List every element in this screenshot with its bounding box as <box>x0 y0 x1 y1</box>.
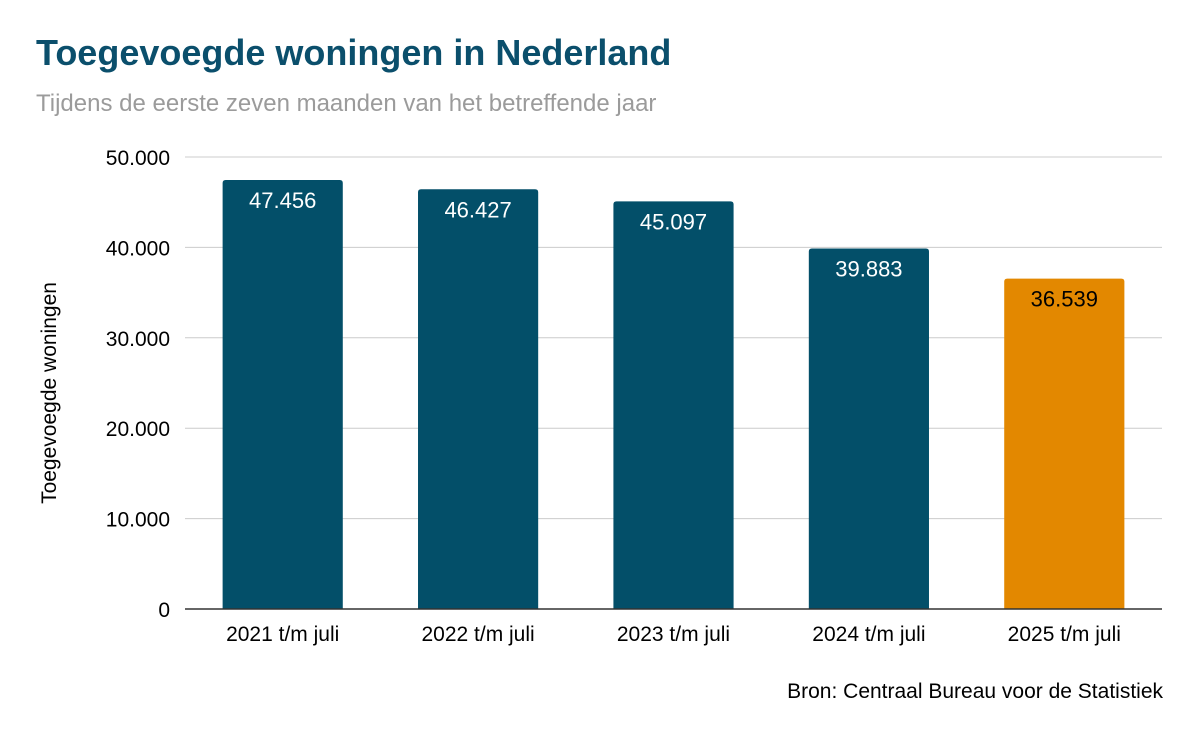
x-tick-label: 2023 t/m juli <box>617 623 730 646</box>
y-tick-label: 10.000 <box>106 509 170 532</box>
y-tick-label: 20.000 <box>106 418 170 441</box>
value-labels: 47.456 46.427 45.097 39.883 36.539 <box>249 188 1098 312</box>
bar-value-label: 39.883 <box>835 256 902 281</box>
chart-subtitle: Tijdens de eerste zeven maanden van het … <box>36 90 657 117</box>
bar <box>613 201 734 609</box>
y-axis-ticks: 0 10.000 20.000 30.000 40.000 50.000 <box>106 147 170 622</box>
bar-value-label: 45.097 <box>640 209 707 234</box>
source-note: Bron: Centraal Bureau voor de Statistiek <box>787 680 1163 703</box>
bar-value-label: 36.539 <box>1031 287 1098 312</box>
x-tick-label: 2021 t/m juli <box>226 623 339 646</box>
x-tick-label: 2025 t/m juli <box>1008 623 1121 646</box>
y-tick-label: 30.000 <box>106 328 170 351</box>
bars <box>222 179 1125 610</box>
y-axis-title: Toegevoegde woningen <box>38 282 61 504</box>
x-axis-ticks: 2021 t/m juli 2022 t/m juli 2023 t/m juli 2… <box>226 623 1121 646</box>
bar <box>808 248 929 609</box>
bar-value-label: 46.427 <box>444 197 511 222</box>
x-tick-label: 2024 t/m juli <box>812 623 925 646</box>
chart-title: Toegevoegde woningen in Nederland <box>36 32 672 73</box>
bar <box>1004 278 1125 609</box>
bar <box>418 189 539 609</box>
y-tick-label: 0 <box>158 599 170 622</box>
bar-value-label: 47.456 <box>249 188 316 213</box>
x-tick-label: 2022 t/m juli <box>421 623 534 646</box>
y-tick-label: 40.000 <box>106 237 170 260</box>
y-tick-label: 50.000 <box>106 147 170 170</box>
bar <box>222 179 343 610</box>
